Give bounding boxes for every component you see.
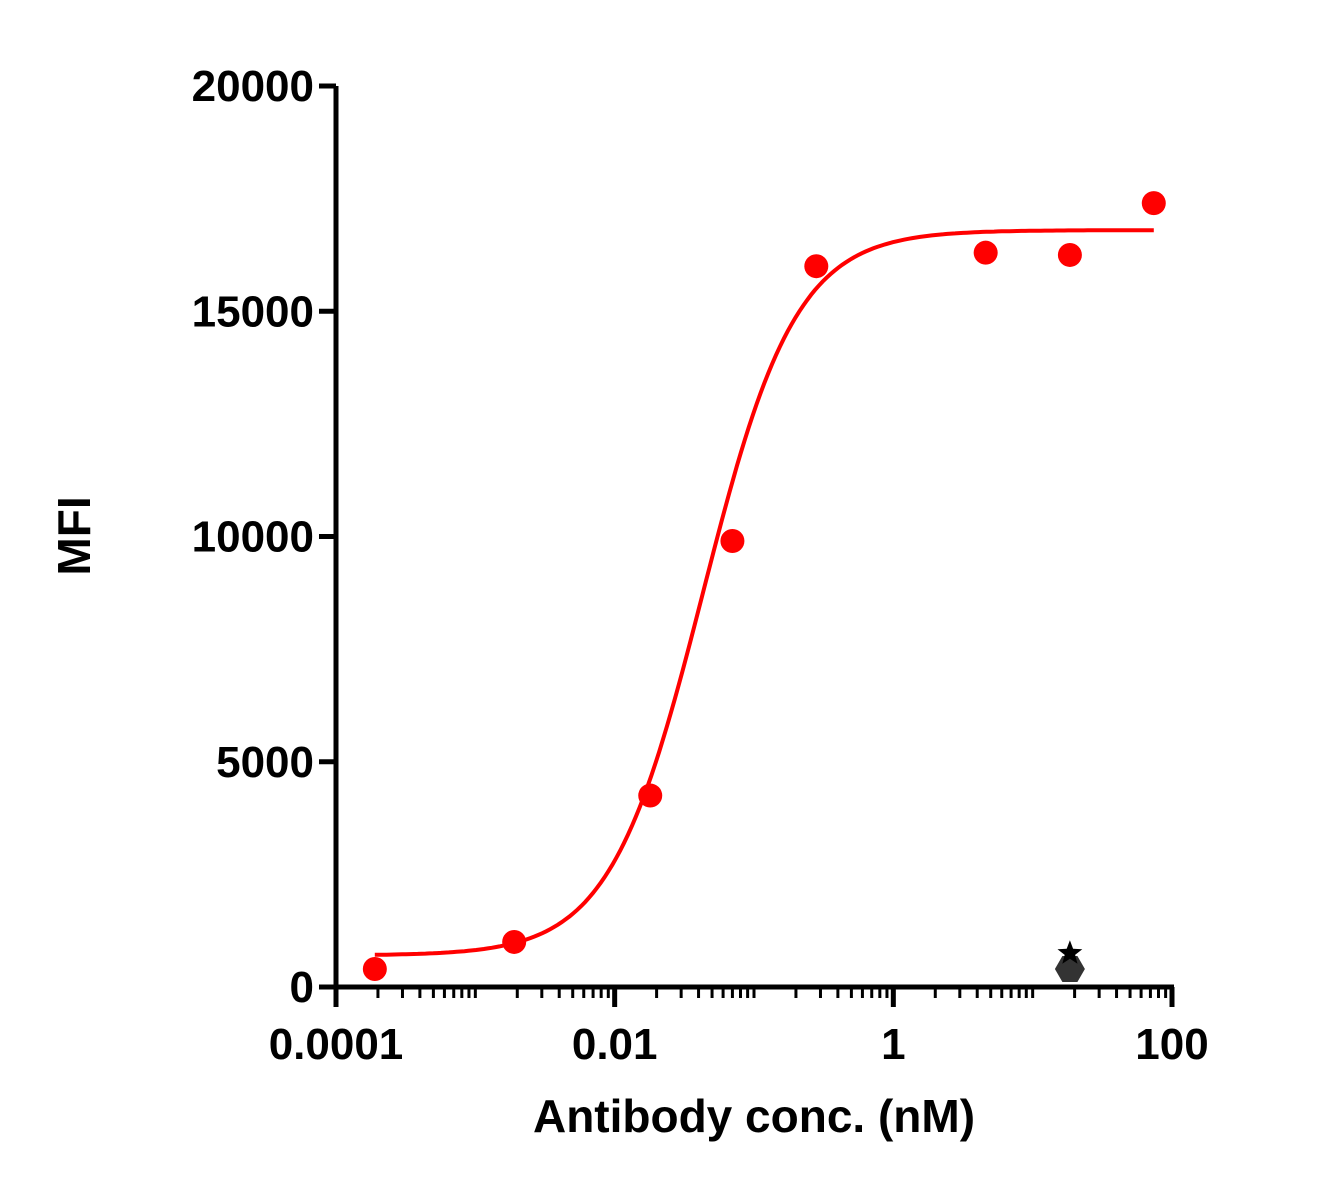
control-hexagon-point (1054, 956, 1085, 982)
x-tick-label: 100 (1135, 1020, 1208, 1069)
tick-labels: 0 5000 10000 15000 20000 0.0001 0.01 1 100 (192, 62, 1209, 1069)
data-point (638, 783, 663, 808)
x-tick-label: 0.01 (572, 1020, 658, 1069)
y-tick-label: 0 (290, 963, 314, 1012)
y-axis-title: MFI (48, 496, 100, 575)
data-point (804, 254, 829, 279)
control-star-point (1057, 940, 1083, 964)
ticks (319, 83, 1175, 1007)
data-point (362, 956, 387, 981)
data-point (720, 529, 745, 554)
y-tick-label: 5000 (216, 738, 314, 787)
data-points-layer (362, 191, 1166, 982)
x-tick-label: 1 (881, 1020, 905, 1069)
y-tick-label: 10000 (192, 513, 314, 562)
data-point (1141, 191, 1166, 216)
data-point (1057, 242, 1082, 267)
y-tick-label: 15000 (192, 287, 314, 336)
fit-curve-layer (374, 228, 1154, 957)
fit-curve (374, 228, 1154, 957)
x-axis-title: Antibody conc. (nM) (533, 1090, 975, 1142)
x-tick-label: 0.0001 (269, 1020, 404, 1069)
axes (333, 86, 1174, 990)
data-point (973, 240, 998, 265)
y-tick-label: 20000 (192, 62, 314, 111)
data-point (502, 929, 527, 954)
